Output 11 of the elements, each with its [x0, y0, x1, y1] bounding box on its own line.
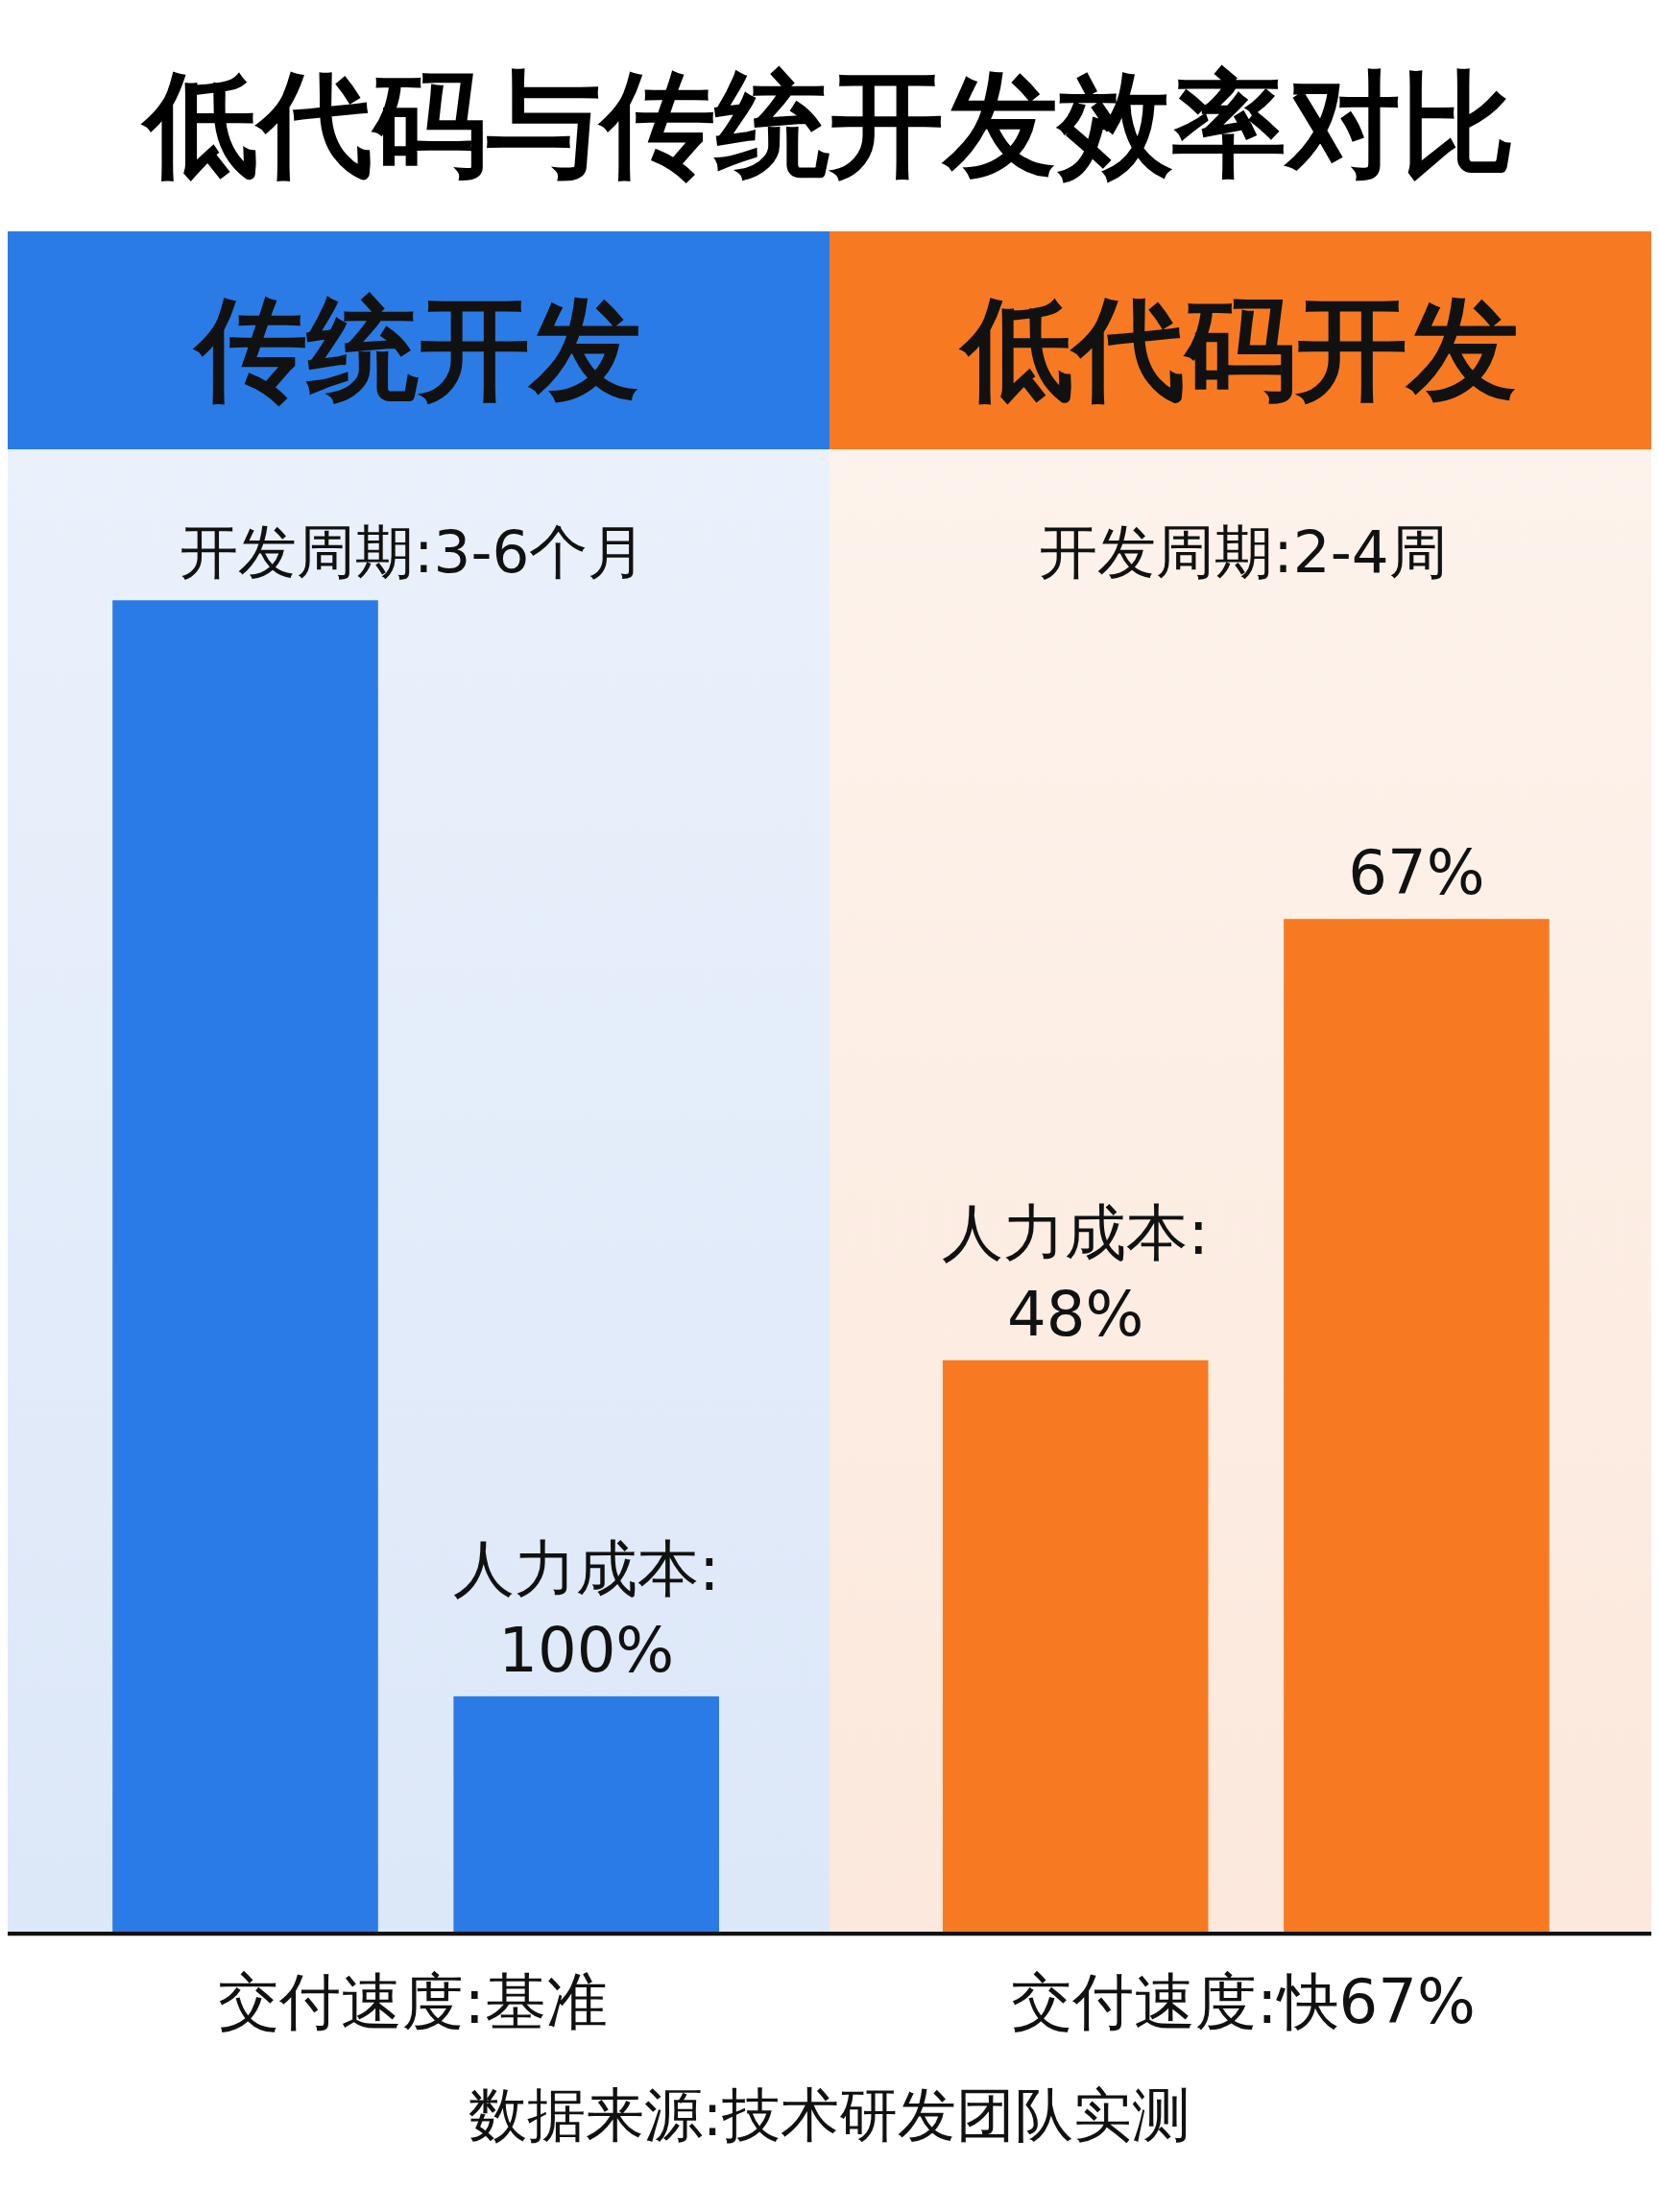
text: 开发周期:3-6个月: [179, 517, 647, 587]
text: 交付速度:基准: [218, 1966, 608, 2038]
text: 低代码开发: [958, 283, 1519, 414]
annotation: 67%: [1348, 836, 1485, 908]
text: 交付速度:快67%: [1010, 1966, 1476, 2038]
text: 传统开发: [192, 283, 641, 414]
annotation: 人力成本: 100%: [452, 1533, 720, 1686]
annotation: 人力成本: 48%: [942, 1197, 1210, 1350]
source-note: 数据来源:技术研发团队实测: [468, 2080, 1191, 2149]
text: 开发周期:2-4周: [1039, 517, 1448, 587]
chart-title: 低代码与传统开发效率对比: [140, 58, 1515, 192]
